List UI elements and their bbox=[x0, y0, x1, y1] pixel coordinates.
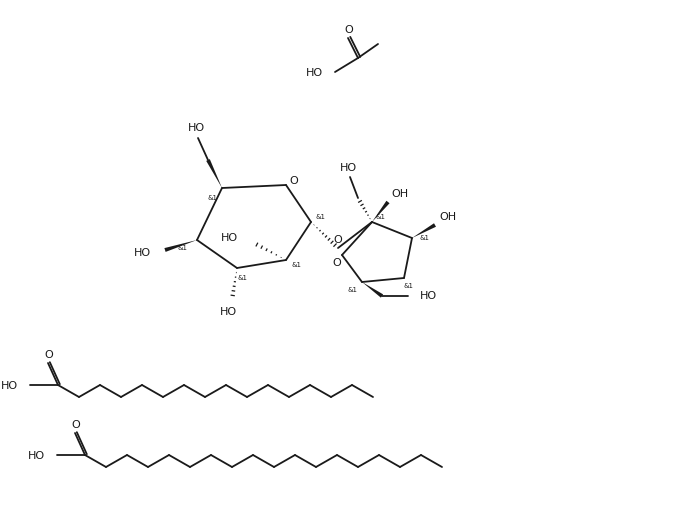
Text: &1: &1 bbox=[316, 214, 326, 220]
Polygon shape bbox=[362, 282, 383, 298]
Text: &1: &1 bbox=[375, 214, 385, 220]
Text: &1: &1 bbox=[347, 287, 357, 293]
Text: &1: &1 bbox=[419, 235, 429, 241]
Text: OH: OH bbox=[439, 212, 456, 222]
Text: &1: &1 bbox=[291, 262, 301, 268]
Text: HO: HO bbox=[28, 451, 45, 461]
Polygon shape bbox=[206, 159, 222, 188]
Text: HO: HO bbox=[187, 123, 205, 133]
Text: &1: &1 bbox=[207, 195, 217, 201]
Text: O: O bbox=[72, 420, 81, 430]
Text: HO: HO bbox=[420, 291, 437, 301]
Text: O: O bbox=[290, 176, 298, 186]
Text: HO: HO bbox=[220, 307, 237, 317]
Text: &1: &1 bbox=[403, 283, 413, 289]
Text: HO: HO bbox=[306, 68, 323, 78]
Text: &1: &1 bbox=[178, 245, 188, 251]
Text: O: O bbox=[334, 235, 342, 245]
Text: &1: &1 bbox=[238, 275, 248, 281]
Text: HO: HO bbox=[340, 163, 357, 173]
Text: O: O bbox=[45, 350, 54, 360]
Text: HO: HO bbox=[221, 233, 238, 243]
Text: HO: HO bbox=[134, 248, 151, 258]
Polygon shape bbox=[164, 240, 197, 252]
Text: HO: HO bbox=[1, 381, 18, 391]
Polygon shape bbox=[372, 201, 390, 222]
Text: O: O bbox=[344, 25, 353, 35]
Text: O: O bbox=[333, 258, 342, 268]
Text: OH: OH bbox=[391, 189, 408, 199]
Polygon shape bbox=[412, 223, 436, 238]
